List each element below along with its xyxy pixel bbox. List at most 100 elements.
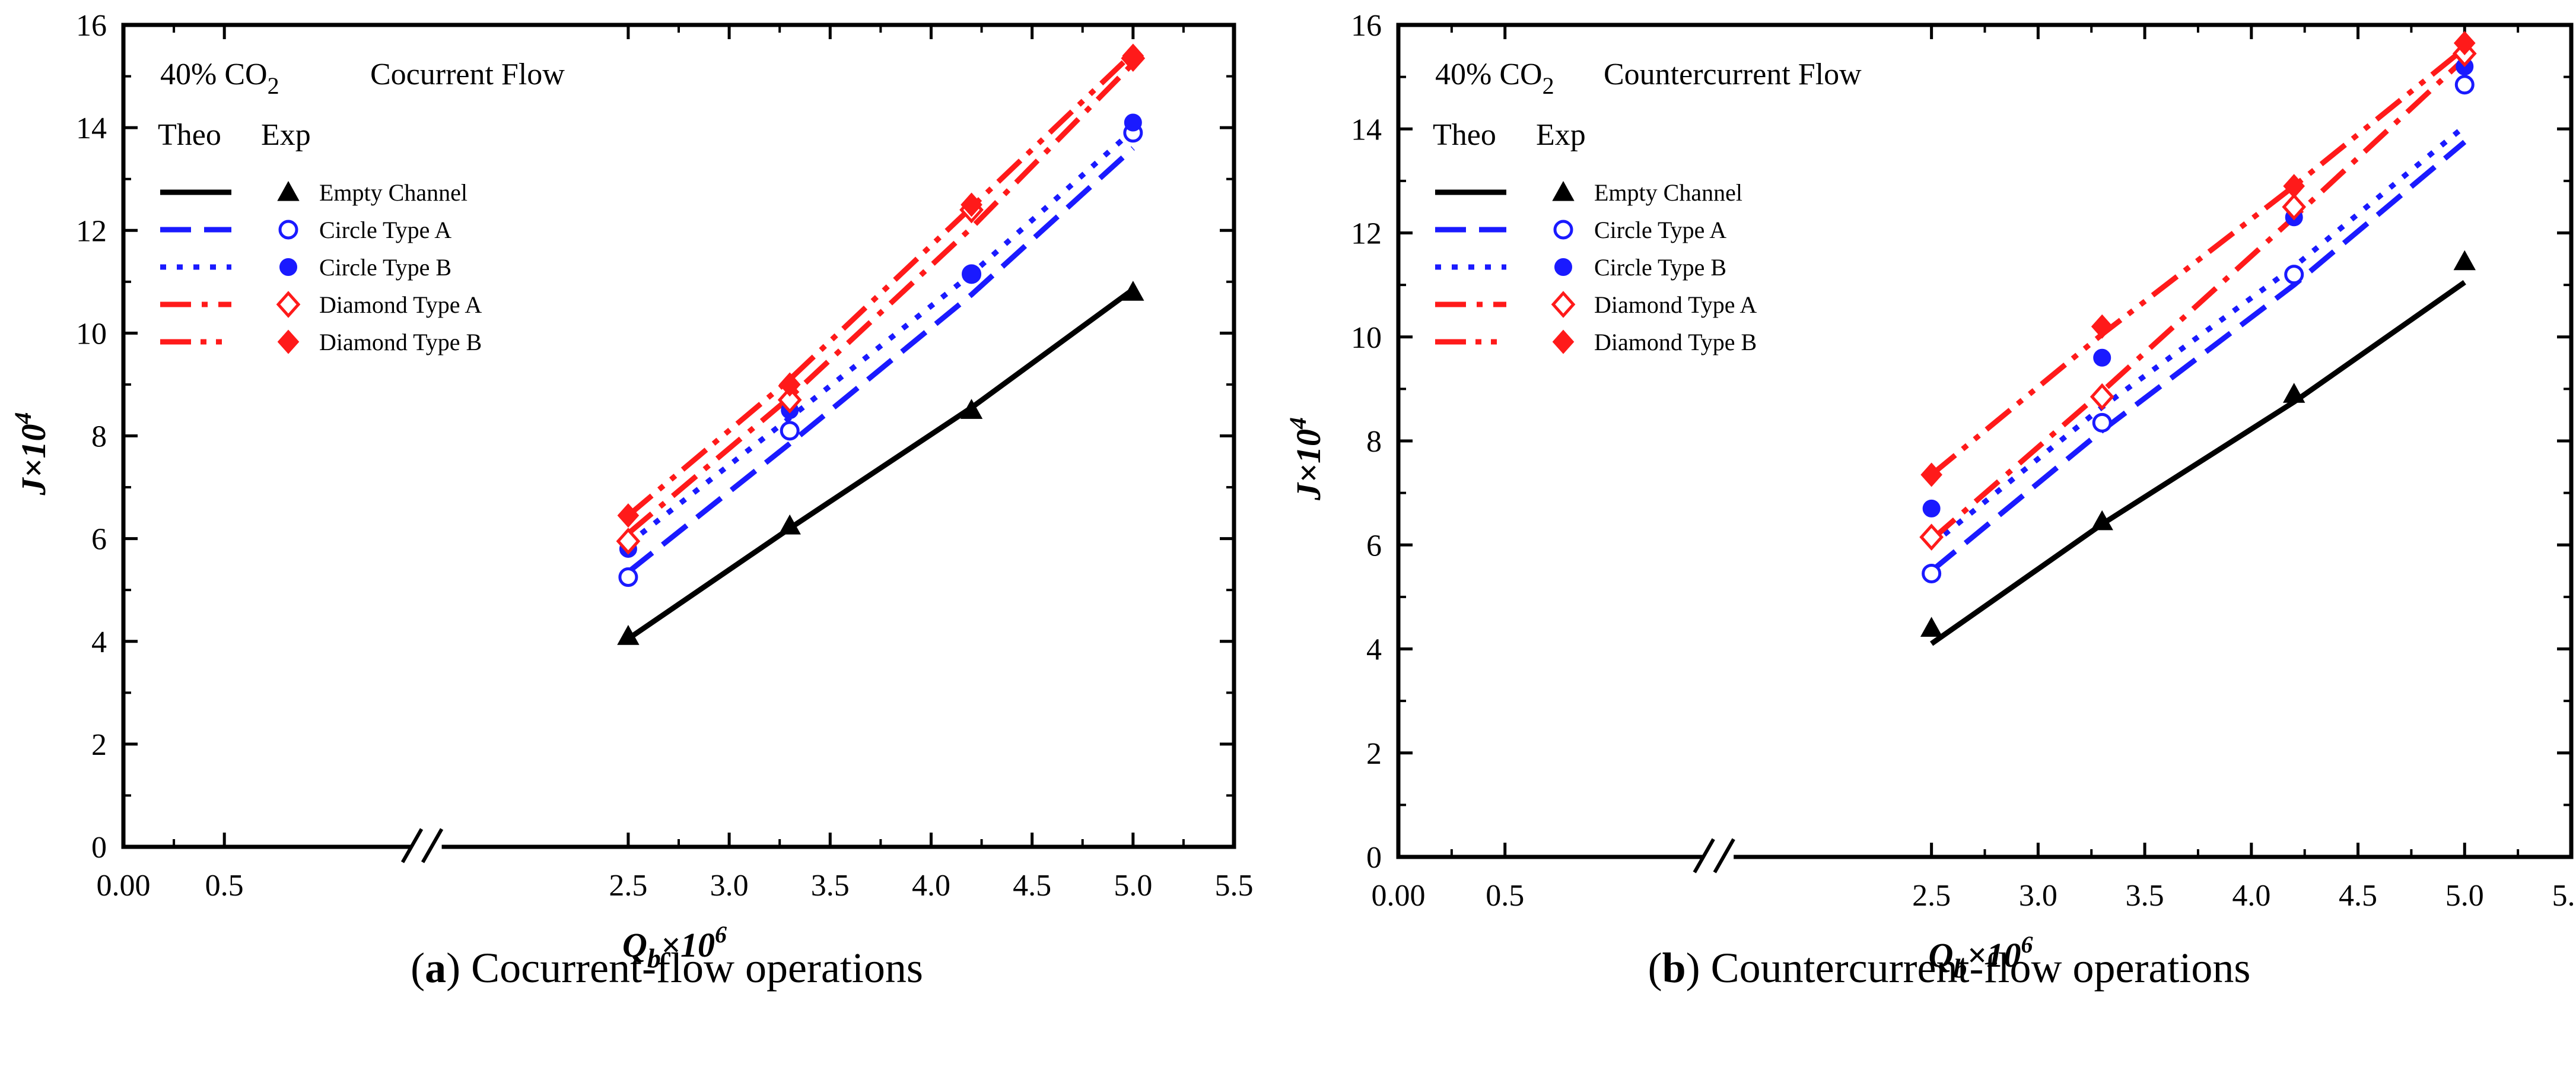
x-axis-label-mult: ×10 bbox=[1967, 936, 2021, 974]
y-tick-label: 16 bbox=[76, 9, 107, 43]
x-axis-label-main: Q bbox=[622, 926, 647, 964]
series-line-circle-type-a bbox=[1929, 139, 2467, 573]
data-point-circle-type-b bbox=[1124, 113, 1142, 132]
y-tick-label: 10 bbox=[76, 317, 107, 351]
y-axis-label-mult: ×10 bbox=[14, 424, 53, 478]
y-tick-label: 6 bbox=[1366, 529, 1382, 563]
data-point-diamond-type-b bbox=[1920, 462, 1942, 487]
data-point-circle-type-a bbox=[780, 421, 800, 441]
y-tick-label: 12 bbox=[76, 214, 107, 248]
x-axis-label: Qb×106 bbox=[622, 921, 727, 973]
data-point-circle-type-a bbox=[2454, 75, 2475, 95]
y-tick-label: 8 bbox=[91, 420, 107, 454]
y-tick-label: 0 bbox=[1366, 841, 1382, 875]
data-point-diamond-type-a bbox=[2090, 383, 2114, 411]
data-point-diamond-type-b bbox=[778, 372, 801, 397]
y-tick-label: 0 bbox=[91, 831, 107, 865]
legend-header-exp: Exp bbox=[1536, 118, 1586, 152]
y-tick-label: 14 bbox=[1351, 113, 1382, 147]
data-point-circle-type-a bbox=[2092, 412, 2112, 433]
axis-break-gap bbox=[411, 842, 442, 852]
data-point-empty-channel bbox=[1920, 617, 1943, 637]
x-axis-label-mult: ×10 bbox=[661, 926, 715, 964]
x-axis-label-sub: b bbox=[1953, 953, 1967, 983]
data-point-diamond-type-b bbox=[2283, 174, 2305, 199]
x-tick-label: 3.5 bbox=[2126, 879, 2164, 913]
legend-label: Diamond Type B bbox=[1594, 329, 1757, 355]
y-axis-label-main: J bbox=[14, 477, 53, 496]
x-tick-label: 3.0 bbox=[2019, 879, 2057, 913]
series-line-circle-type-b bbox=[1929, 124, 2467, 547]
y-axis-label: J×104 bbox=[1284, 417, 1328, 501]
legend-header-theo: Theo bbox=[1433, 118, 1496, 152]
y-axis-label-exp: 4 bbox=[1284, 417, 1311, 430]
figure-caption: (b) Countercurrent-flow operations bbox=[1648, 944, 2251, 992]
y-axis-label-mult: ×10 bbox=[1289, 429, 1328, 483]
data-point-empty-channel bbox=[960, 399, 983, 419]
legend-header-exp: Exp bbox=[261, 118, 311, 152]
annotation-flow: Cocurrent Flow bbox=[370, 58, 565, 91]
y-tick-label: 16 bbox=[1351, 9, 1382, 43]
annotation-prefix: 40% CO bbox=[160, 58, 268, 91]
x-axis-label-exp: 6 bbox=[2021, 931, 2033, 958]
data-point-empty-channel bbox=[2283, 383, 2305, 403]
caption-paren: ( bbox=[1648, 944, 1662, 992]
data-point-circle-type-b bbox=[962, 265, 981, 283]
series-line-circle-type-a bbox=[626, 146, 1135, 574]
chart-panel-a: 0 2 4 6 8 10 12 14 16 0.00 0.5 2.5 3.0 3.5 4.0 4.5 5.0 5.… bbox=[9, 9, 1254, 992]
caption-paren: ( bbox=[411, 944, 425, 992]
data-point-diamond-type-a bbox=[2282, 193, 2307, 221]
axis-break-gap bbox=[1703, 852, 1734, 862]
caption-text: Countercurrent-flow operations bbox=[1711, 944, 2251, 992]
data-point-diamond-type-a bbox=[1919, 523, 1944, 551]
data-point-empty-channel bbox=[617, 625, 640, 645]
chart-panel-b: 0 2 4 6 8 10 12 14 16 0.00 0.5 2.5 3.0 3.5 4.0 4.5 5.0 5.… bbox=[1284, 9, 2576, 992]
data-point-diamond-type-a bbox=[777, 386, 802, 414]
data-point-circle-type-b bbox=[2093, 348, 2111, 367]
series-line-empty-channel bbox=[626, 287, 1135, 642]
series-line-circle-type-b bbox=[626, 128, 1135, 546]
data-point-diamond-type-b bbox=[2453, 31, 2476, 56]
series-line-diamond-type-a bbox=[626, 61, 1136, 536]
annotation-subscript: 2 bbox=[1543, 72, 1554, 99]
y-tick-label: 12 bbox=[1351, 217, 1382, 251]
caption-letter: b bbox=[1662, 944, 1686, 992]
series-line-empty-channel bbox=[1930, 280, 2466, 646]
x-tick-label: 5.0 bbox=[1114, 869, 1152, 903]
x-tick-label: 0.5 bbox=[205, 869, 244, 903]
legend-label: Circle Type B bbox=[1594, 254, 1726, 281]
caption-paren: ) bbox=[1686, 944, 1711, 992]
legend-marker bbox=[1552, 329, 1575, 354]
legend-marker bbox=[1554, 258, 1572, 276]
data-point-diamond-type-b bbox=[961, 192, 982, 217]
data-point-empty-channel bbox=[2453, 250, 2476, 271]
y-tick-label: 2 bbox=[91, 728, 107, 762]
data-point-circle-type-a bbox=[1922, 563, 1942, 583]
axis-break-mark bbox=[1693, 838, 1715, 874]
x-tick-label: 3.0 bbox=[710, 869, 749, 903]
legend-marker bbox=[1552, 180, 1575, 201]
y-tick-label: 2 bbox=[1366, 737, 1382, 771]
legend-header-theo: Theo bbox=[158, 118, 221, 152]
y-axis-label: J×104 bbox=[9, 412, 53, 496]
x-tick-label: 0.5 bbox=[1486, 879, 1524, 913]
legend-label: Empty Channel bbox=[1594, 179, 1742, 206]
data-point-circle-type-a bbox=[2284, 265, 2304, 285]
legend-marker bbox=[279, 258, 297, 276]
x-tick-label: 0.00 bbox=[1372, 879, 1426, 913]
legend-label: Diamond Type A bbox=[1594, 291, 1757, 318]
data-point-diamond-type-b bbox=[2091, 314, 2113, 339]
x-axis-label-sub: b bbox=[647, 943, 661, 973]
data-point-circle-type-a bbox=[618, 567, 638, 588]
legend-marker bbox=[278, 220, 298, 240]
axis-break-mark bbox=[400, 828, 424, 863]
legend-label: Circle Type B bbox=[319, 254, 451, 281]
caption-paren: ) bbox=[446, 944, 471, 992]
annotation-condition: 40% CO2 bbox=[1435, 58, 1554, 99]
x-axis-label: Qb×106 bbox=[1929, 931, 2033, 983]
annotation-flow: Countercurrent Flow bbox=[1604, 58, 1862, 91]
figure-caption: (a) Cocurrent-flow operations bbox=[411, 944, 923, 992]
data-point-empty-channel bbox=[1122, 281, 1144, 301]
data-point-empty-channel bbox=[778, 514, 801, 535]
